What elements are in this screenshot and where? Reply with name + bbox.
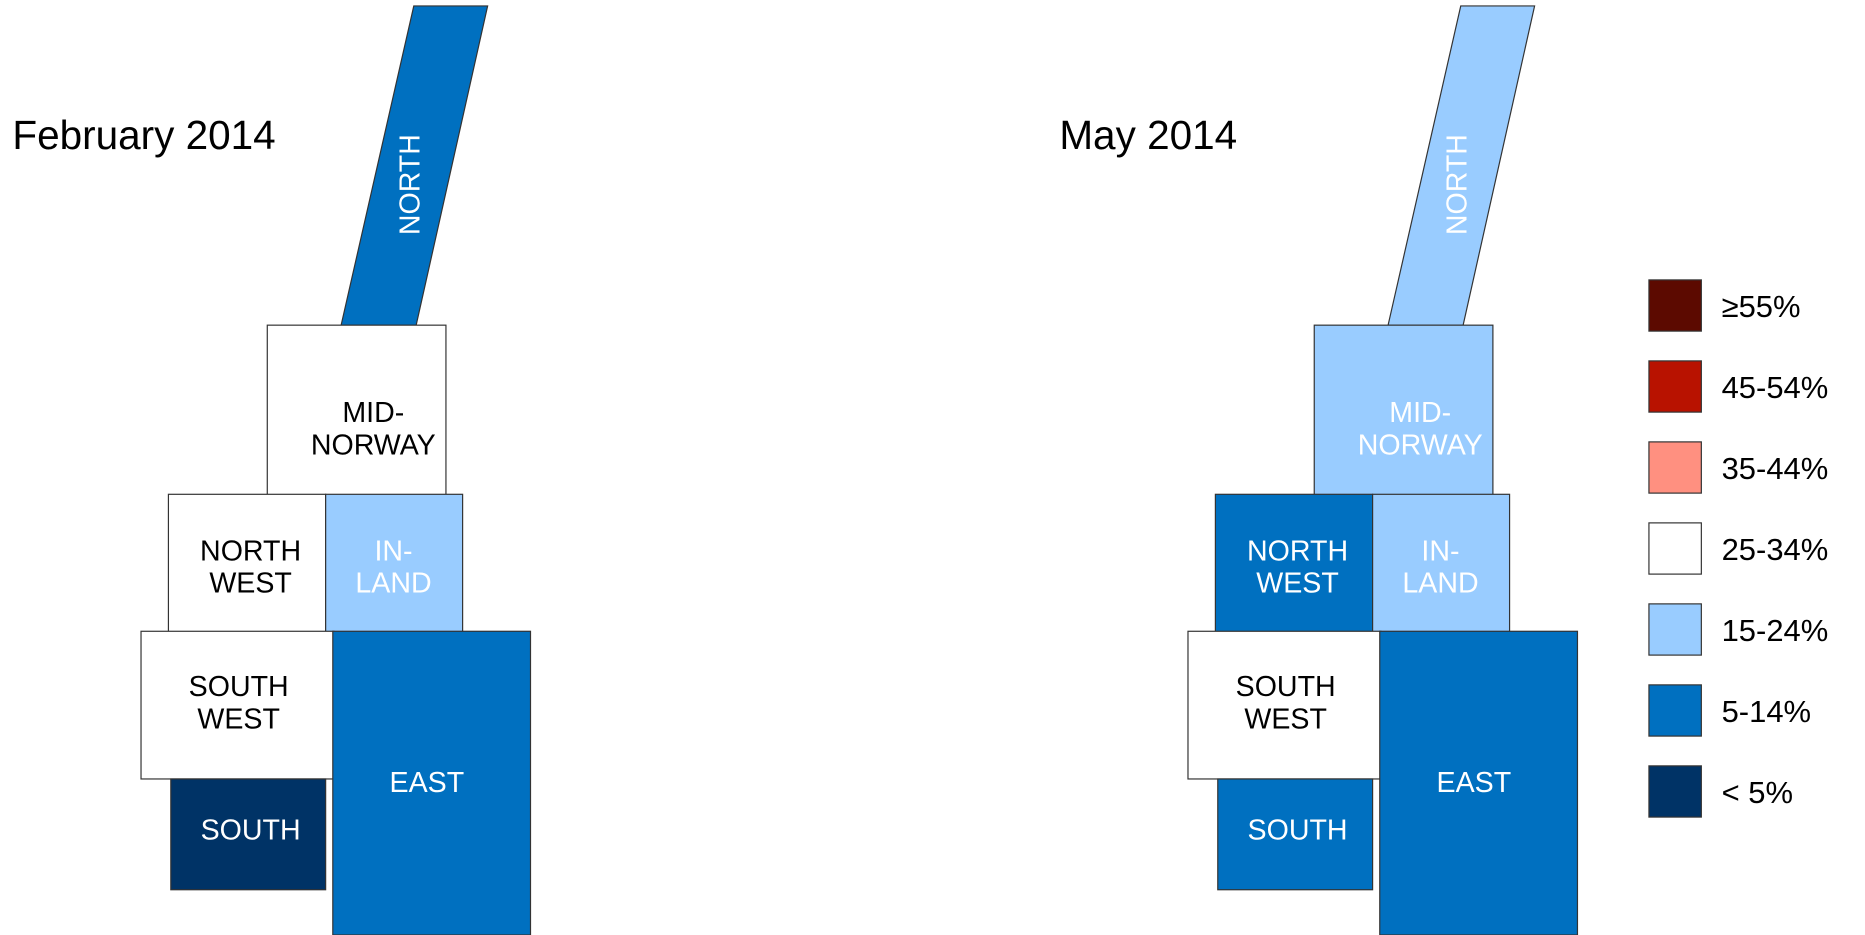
region-shape (325, 493, 464, 644)
region-shape (332, 630, 532, 935)
region-label: MID- (342, 397, 404, 429)
region-label: MID- (1389, 397, 1451, 429)
region-label: LAND (355, 568, 431, 600)
region: NORTH (1387, 5, 1536, 326)
region-shape (1313, 324, 1494, 506)
legend-swatch (1648, 765, 1702, 818)
region-shape (170, 778, 327, 891)
region-shape (140, 630, 335, 780)
legend-label: 15-24% (1722, 613, 1829, 648)
legend-label: ≥55% (1722, 289, 1801, 324)
region-label: NORTH (200, 535, 301, 567)
region-label: LAND (1402, 568, 1478, 600)
region-label: SOUTH (1248, 815, 1348, 847)
region: MID-NORWAY (1313, 324, 1494, 506)
region-shape (266, 324, 447, 506)
region-label: WEST (1244, 703, 1327, 735)
region-label: NORTH (395, 134, 427, 235)
region-label: IN- (1421, 535, 1459, 567)
region: NORTH (340, 5, 489, 326)
region-label: WEST (197, 703, 280, 735)
legend-label: 35-44% (1722, 451, 1829, 486)
region-shape (1214, 493, 1374, 644)
legend-swatch (1648, 279, 1702, 332)
region-label: EAST (1437, 767, 1512, 799)
legend-label: < 5% (1722, 775, 1793, 810)
map-title: February 2014 (12, 112, 275, 158)
region: MID-NORWAY (266, 324, 447, 506)
legend-label: 25-34% (1722, 532, 1829, 567)
region: EAST (1379, 630, 1579, 935)
map-title: May 2014 (1059, 112, 1237, 158)
legend-swatch (1648, 522, 1702, 575)
legend-label: 45-54% (1722, 370, 1829, 405)
region-label: SOUTH (189, 671, 289, 703)
region-label: NORTH (1442, 134, 1474, 235)
region-label: SOUTH (1236, 671, 1336, 703)
region-label: WEST (209, 568, 292, 600)
region-label: SOUTH (201, 815, 301, 847)
legend-swatch (1648, 441, 1702, 494)
region: SOUTH (170, 778, 327, 891)
region: SOUTH (1217, 778, 1374, 891)
region-label: NORWAY (311, 429, 436, 461)
region-label: EAST (390, 767, 465, 799)
legend-swatch (1648, 603, 1702, 656)
region-shape (1372, 493, 1511, 644)
region: IN-LAND (1372, 493, 1511, 644)
region: EAST (332, 630, 532, 935)
region-shape (167, 493, 327, 644)
legend-swatch (1648, 684, 1702, 737)
region-label: WEST (1256, 568, 1339, 600)
region-label: NORWAY (1358, 429, 1483, 461)
region-label: IN- (374, 535, 412, 567)
region-label: NORTH (1247, 535, 1348, 567)
legend-label: 5-14% (1722, 694, 1811, 729)
region-shape (1379, 630, 1579, 935)
region-shape (1217, 778, 1374, 891)
legend-swatch (1648, 360, 1702, 413)
region: IN-LAND (325, 493, 464, 644)
